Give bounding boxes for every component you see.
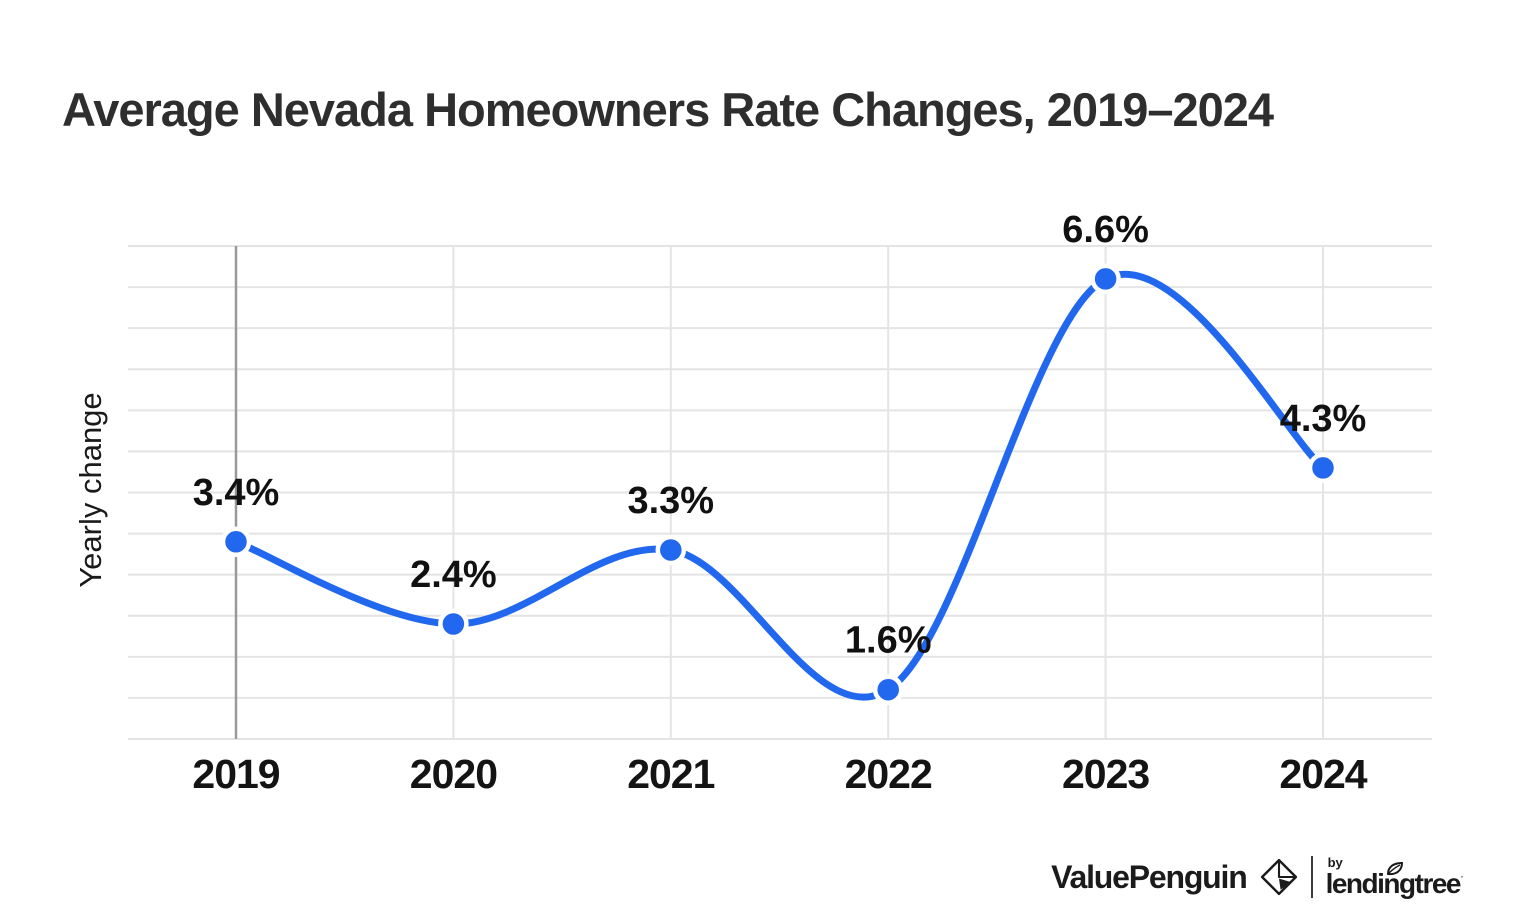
data-point-marker xyxy=(1090,263,1121,295)
trademark-dot: · xyxy=(1460,869,1464,883)
data-point-label: 3.3% xyxy=(627,480,714,522)
data-point-label: 2.4% xyxy=(410,554,497,596)
valuepenguin-mark-icon xyxy=(1260,858,1297,896)
brand-footer: ValuePenguin by lendingtree· xyxy=(1051,856,1464,898)
series-line xyxy=(232,270,1327,701)
data-point-marker xyxy=(655,534,687,566)
x-tick-label: 2019 xyxy=(192,751,279,797)
data-point-label: 3.4% xyxy=(193,472,280,514)
x-tick-label: 2023 xyxy=(1062,751,1149,797)
data-point-label: 6.6% xyxy=(1062,209,1149,251)
data-point-label: 4.3% xyxy=(1280,398,1367,440)
data-point-marker xyxy=(220,526,252,558)
lendingtree-logo-block: by lendingtree· xyxy=(1326,856,1464,898)
x-tick-label: 2022 xyxy=(845,751,932,797)
data-point-marker xyxy=(438,608,469,640)
logo-divider xyxy=(1310,856,1313,898)
x-tick-label: 2021 xyxy=(627,751,714,797)
x-tick-label: 2024 xyxy=(1279,751,1367,797)
by-label: by xyxy=(1327,855,1343,870)
leaf-icon xyxy=(1386,861,1403,876)
valuepenguin-logo-text: ValuePenguin xyxy=(1051,858,1248,895)
x-tick-label: 2020 xyxy=(410,751,497,797)
data-point-marker xyxy=(1307,452,1339,484)
data-point-marker xyxy=(872,674,904,705)
data-point-label: 1.6% xyxy=(845,620,932,662)
chart-title: Average Nevada Homeowners Rate Changes, … xyxy=(62,83,1274,136)
